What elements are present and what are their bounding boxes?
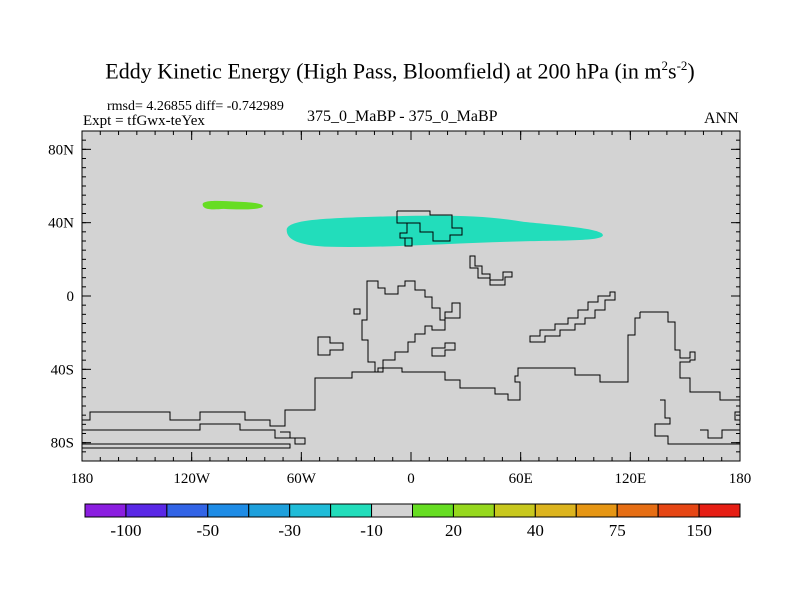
colorbar-box [616, 503, 659, 518]
coastline-4 [317, 336, 344, 356]
coastline-3 [529, 291, 616, 343]
colorbar-box [452, 503, 495, 518]
colorbar-box [657, 503, 700, 518]
experiment-label: Expt = tfGwx-teYex [83, 113, 205, 129]
x-tick-label: 120W [173, 471, 211, 487]
colorbar-box [493, 503, 536, 518]
colorbar-label: -30 [278, 521, 301, 540]
colorbar-label: 75 [609, 521, 626, 540]
colorbar-label: -50 [196, 521, 219, 540]
coastline-6 [82, 311, 740, 427]
colorbar-label: 20 [445, 521, 462, 540]
y-tick-label: 80N [48, 142, 74, 158]
y-tick-label: 40N [48, 216, 74, 232]
stats-label: rmsd= 4.26855 diff= -0.742989 [107, 99, 284, 114]
colorbar-label: 40 [527, 521, 544, 540]
colorbar-box [371, 503, 413, 518]
colorbar-box [575, 503, 618, 518]
colorbar-box [248, 503, 291, 518]
colorbar-label: -100 [110, 521, 141, 540]
colorbar-box [412, 503, 454, 518]
plot-area [82, 131, 740, 461]
north-atlantic-negative-region [286, 215, 603, 248]
coastline-1 [469, 255, 513, 286]
y-tick-label: 0 [67, 289, 75, 305]
coastline-0 [396, 210, 463, 247]
colorbar-box [330, 503, 373, 518]
x-tick-label: 180 [729, 471, 752, 487]
colorbar-box [289, 503, 332, 518]
y-tick-label: 80S [51, 436, 74, 452]
colorbar-box [698, 503, 741, 518]
colorbar-box [166, 503, 209, 518]
x-tick-label: 120E [614, 471, 646, 487]
x-tick-label: 0 [407, 471, 415, 487]
coastline-8 [82, 443, 291, 449]
y-tick-label: 40S [51, 362, 74, 378]
case-label: 375_0_MaBP - 375_0_MaBP [307, 108, 498, 125]
x-tick-label: 180 [71, 471, 94, 487]
x-tick-label: 60W [287, 471, 317, 487]
x-tick-label: 60E [509, 471, 533, 487]
coastline-9 [654, 399, 740, 445]
coastline-5 [431, 342, 456, 357]
colorbar-box [207, 503, 250, 518]
colorbar-box [84, 503, 127, 518]
colorbar-box [534, 503, 577, 518]
coastline-10 [734, 411, 740, 421]
colorbar-box [125, 503, 168, 518]
colorbar-label: -10 [360, 521, 383, 540]
chart-title: Eddy Kinetic Energy (High Pass, Bloomfie… [105, 58, 695, 84]
north-pacific-positive-region [202, 200, 263, 210]
period-label: ANN [704, 110, 739, 127]
colorbar-label: 150 [686, 521, 712, 540]
coastline-11 [353, 308, 361, 315]
coastline-7 [82, 423, 306, 445]
